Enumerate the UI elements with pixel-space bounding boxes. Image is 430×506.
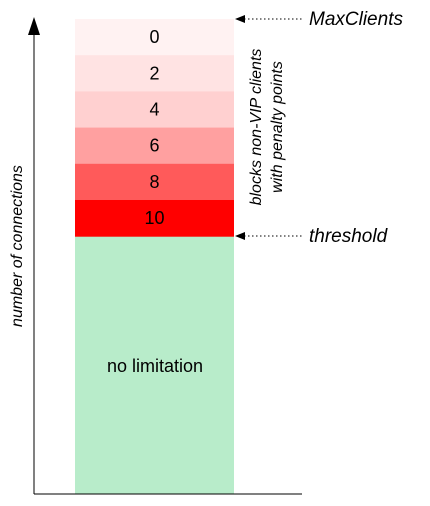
penalty-band-label: 2 (149, 63, 159, 83)
penalty-band-label: 4 (149, 100, 159, 120)
penalty-band-label: 8 (149, 172, 159, 192)
threshold-label: threshold (309, 226, 389, 247)
side-note-line1: blocks non-VIP clients (248, 49, 265, 206)
penalty-band-4 (75, 91, 234, 129)
penalty-band-10 (75, 200, 234, 237)
maxclients-arrow-icon (235, 15, 245, 23)
penalty-band-0 (75, 19, 234, 56)
penalty-band-label: 10 (144, 208, 164, 228)
penalty-band-6 (75, 127, 234, 165)
penalty-band-label: 6 (149, 136, 159, 156)
penalty-band-2 (75, 55, 234, 92)
maxclients-label: MaxClients (309, 9, 403, 30)
y-axis-arrow-icon (28, 17, 40, 35)
y-axis-label: number of connections (9, 165, 26, 327)
side-note-line2: with penalty points (269, 61, 286, 193)
penalty-bands: 0 2 4 6 8 10 (75, 19, 234, 237)
no-limitation-label: no limitation (107, 356, 203, 376)
penalty-band-label: 0 (149, 27, 159, 47)
threshold-arrow-icon (235, 232, 245, 240)
penalty-band-8 (75, 163, 234, 201)
no-limitation-region (75, 236, 234, 494)
